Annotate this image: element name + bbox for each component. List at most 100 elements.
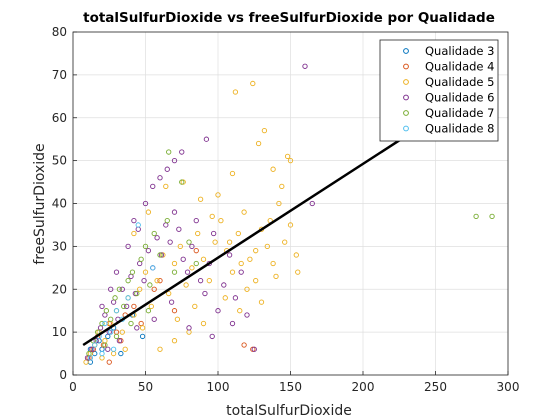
- data-point: [113, 333, 120, 340]
- data-point: [270, 166, 276, 172]
- data-point: [102, 320, 108, 327]
- data-point: [226, 252, 233, 258]
- data-point: [186, 325, 192, 331]
- data-point: [116, 286, 123, 292]
- data-point: [110, 346, 117, 352]
- legend-marker: [403, 110, 409, 116]
- data-point: [241, 342, 247, 348]
- data-point: [92, 342, 98, 348]
- data-point: [195, 230, 201, 237]
- data-point: [150, 265, 156, 271]
- data-point: [157, 346, 163, 352]
- data-point: [244, 286, 250, 292]
- data-point: [229, 170, 236, 177]
- data-point: [125, 278, 131, 284]
- data-point: [206, 278, 212, 284]
- data-point: [113, 269, 120, 275]
- data-point: [489, 213, 495, 220]
- y-tick-label: 60: [52, 111, 67, 125]
- data-point: [184, 269, 191, 275]
- data-point: [209, 333, 215, 340]
- data-point: [244, 312, 250, 318]
- data-point: [166, 149, 172, 155]
- data-point: [180, 256, 186, 262]
- data-point: [154, 278, 160, 284]
- data-point: [129, 269, 136, 275]
- data-point: [103, 308, 110, 314]
- data-point: [293, 252, 299, 258]
- legend-marker: [403, 63, 409, 70]
- data-point: [131, 303, 137, 310]
- data-point: [186, 239, 192, 245]
- data-point: [200, 320, 207, 327]
- data-point: [142, 243, 149, 250]
- legend-marker: [403, 79, 409, 85]
- legend-label: Qualidade 8: [425, 122, 494, 136]
- data-point: [171, 308, 178, 314]
- data-point: [168, 299, 175, 305]
- x-tick-label: 300: [497, 380, 520, 394]
- data-point: [255, 140, 262, 147]
- x-tick-label: 50: [138, 380, 153, 394]
- data-point: [183, 282, 189, 288]
- data-point: [210, 230, 217, 237]
- data-point: [232, 89, 239, 95]
- data-point: [309, 200, 315, 207]
- data-point: [141, 278, 147, 284]
- legend-label: Qualidade 4: [425, 60, 494, 74]
- data-point: [218, 217, 224, 224]
- y-tick-label: 0: [59, 368, 67, 382]
- data-point: [174, 316, 181, 322]
- chart-title: totalSulfurDioxide vs freeSulfurDioxide …: [83, 10, 495, 26]
- data-point: [189, 243, 195, 250]
- x-tick-label: 200: [352, 380, 375, 394]
- series-3: [83, 80, 301, 365]
- data-point: [192, 303, 198, 310]
- y-tick-label: 70: [52, 68, 67, 82]
- data-point: [284, 153, 291, 159]
- data-point: [177, 243, 183, 250]
- y-tick-label: 40: [52, 197, 67, 211]
- data-point: [287, 157, 294, 164]
- data-point: [113, 308, 120, 314]
- data-point: [128, 320, 134, 327]
- data-point: [302, 63, 308, 69]
- data-point: [125, 295, 131, 301]
- data-point: [157, 175, 163, 181]
- data-point: [164, 166, 170, 172]
- data-point: [221, 282, 227, 288]
- data-point: [171, 209, 178, 215]
- data-point: [131, 217, 137, 224]
- data-point: [212, 239, 218, 245]
- data-point: [139, 333, 146, 340]
- data-point: [287, 222, 294, 228]
- data-point: [237, 308, 243, 314]
- data-point: [151, 286, 157, 292]
- data-point: [167, 239, 173, 245]
- data-point: [253, 248, 259, 254]
- legend-marker: [403, 48, 409, 54]
- data-point: [258, 299, 265, 305]
- data-point: [137, 286, 143, 292]
- data-point: [102, 342, 108, 348]
- data-point: [176, 226, 182, 232]
- data-point: [142, 200, 149, 207]
- data-point: [121, 303, 127, 310]
- data-point: [270, 260, 276, 267]
- data-point: [108, 329, 114, 335]
- data-point: [179, 149, 185, 155]
- data-point: [154, 235, 160, 241]
- data-point: [202, 290, 208, 297]
- data-point: [229, 320, 236, 327]
- data-point: [295, 269, 301, 275]
- data-point: [197, 278, 204, 284]
- data-point: [138, 256, 144, 262]
- data-point: [157, 252, 163, 258]
- data-point: [261, 127, 268, 134]
- data-point: [279, 183, 285, 190]
- data-point: [282, 239, 288, 245]
- data-point: [253, 278, 259, 284]
- data-point: [193, 217, 199, 224]
- data-point: [197, 196, 204, 202]
